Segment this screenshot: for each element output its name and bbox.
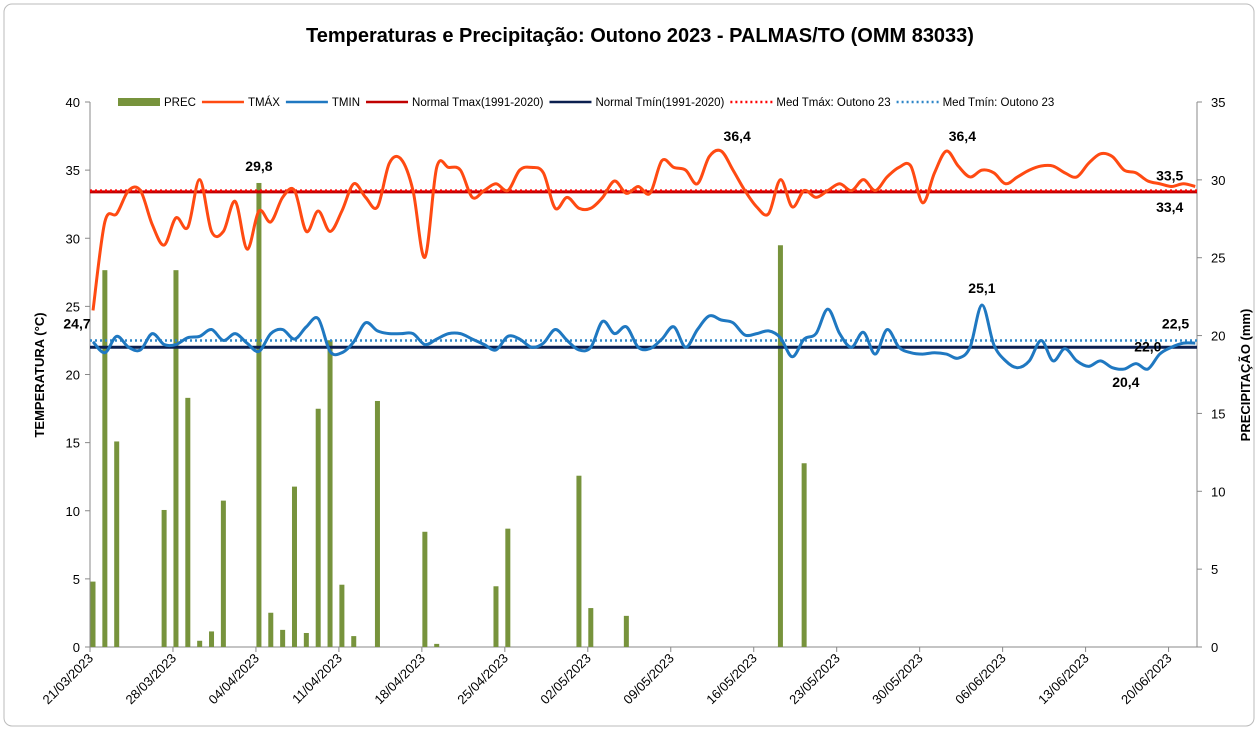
y-tick-label: 40 [66,95,80,110]
data-label: 22,0 [1134,338,1161,354]
legend-label: TMIN [332,97,360,109]
precip-bar [315,408,321,647]
precip-bar [303,632,309,647]
y-tick-label: 0 [73,640,80,655]
chart-frame [3,3,1255,727]
data-label: 36,4 [949,128,976,144]
y-tick-label: 10 [66,504,80,519]
precip-bar [623,615,629,647]
precip-bar [801,463,807,647]
precip-bar [422,531,428,647]
precip-bar [268,612,274,647]
precip-bar [209,631,215,647]
precip-bar [90,581,96,647]
precip-bar [493,586,499,647]
data-label: 25,1 [968,280,995,296]
precip-bar [374,400,380,647]
precip-bar [280,629,286,647]
legend-label: TMÁX [248,96,280,109]
precip-bar [351,636,357,647]
y2-tick-label: 20 [1211,329,1225,344]
y2-axis-title: PRECIPITAÇÃO (mm) [1238,309,1253,442]
y-tick-label: 15 [66,436,80,451]
temp-line [91,148,1196,311]
precip-bar [588,608,594,647]
legend-label: Med Tmín: Outono 23 [943,97,1055,109]
precip-bar [197,640,203,647]
precip-bar [256,182,262,647]
precip-bar [327,340,333,647]
legend-swatch [118,98,160,106]
legend-label: Normal Tmax(1991-2020) [412,97,544,109]
y-tick-label: 30 [66,231,80,246]
temp-line [91,303,1196,371]
precip-bar [114,441,120,647]
legend-label: Med Tmáx: Outono 23 [776,97,890,109]
precip-bar [102,270,108,647]
y2-tick-label: 5 [1211,562,1218,577]
data-label: 22,5 [1162,315,1189,331]
legend-label: PREC [164,97,196,109]
precip-bar [576,475,582,647]
y-tick-label: 25 [66,299,80,314]
precip-bar [161,509,167,647]
data-label: 33,4 [1156,199,1183,215]
data-label: 24,7 [63,315,90,331]
y2-tick-label: 30 [1211,173,1225,188]
precip-bar [185,397,191,647]
precip-bar [505,528,511,647]
data-label: 33,5 [1156,168,1183,184]
legend-label: Normal Tmín(1991-2020) [595,97,724,109]
y2-tick-label: 15 [1211,406,1225,421]
y2-tick-label: 0 [1211,640,1218,655]
y2-tick-label: 25 [1211,251,1225,266]
y2-tick-label: 10 [1211,484,1225,499]
precip-bar [291,486,297,647]
precip-bar [434,643,440,647]
y-tick-label: 35 [66,163,80,178]
data-label: 29,8 [245,158,272,174]
precip-bar [777,245,783,647]
chart-title: Temperaturas e Precipitação: Outono 2023… [306,25,974,47]
precip-bar [220,500,226,647]
y-axis-title: TEMPERATURA (°C) [32,312,47,437]
y-tick-label: 5 [73,572,80,587]
y-tick-label: 20 [66,368,80,383]
data-label: 20,4 [1112,374,1139,390]
data-label: 36,4 [724,128,751,144]
precip-bar [339,584,345,647]
precip-bar [173,270,179,647]
y2-tick-label: 35 [1211,95,1225,110]
